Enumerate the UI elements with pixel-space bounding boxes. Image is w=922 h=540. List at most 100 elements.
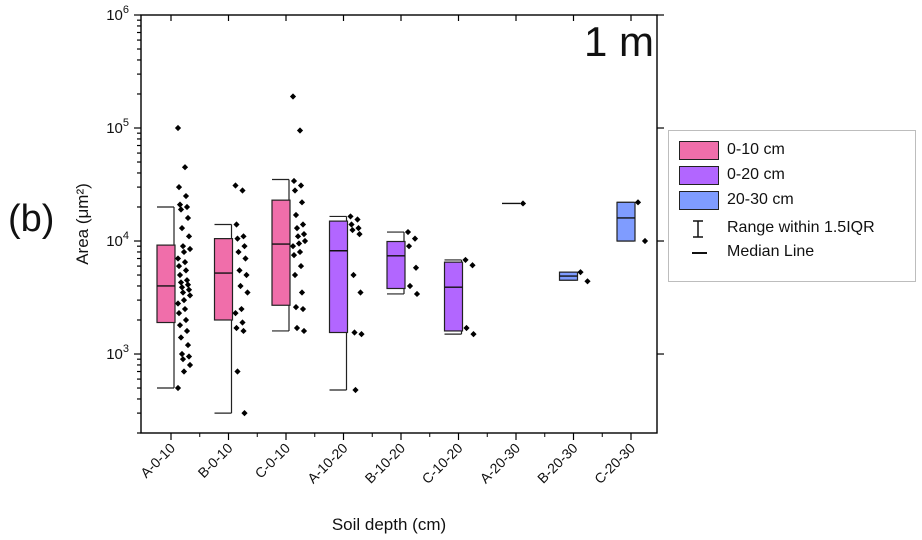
panel-label: (b) — [8, 198, 55, 240]
box-body — [271, 199, 291, 306]
data-point — [296, 248, 304, 256]
data-point — [183, 277, 191, 284]
data-point — [300, 231, 308, 238]
data-point — [243, 271, 250, 279]
data-point — [236, 267, 243, 274]
data-point — [242, 255, 249, 262]
y-tick-exponent: 4 — [123, 230, 129, 242]
data-point — [174, 300, 182, 307]
data-point — [175, 262, 183, 270]
y-tick-base: 10 — [106, 7, 123, 24]
data-point — [357, 289, 364, 296]
y-tick-base: 10 — [106, 346, 123, 363]
data-point — [290, 252, 298, 259]
data-point — [291, 271, 299, 279]
x-tick-label: C-0-10 — [252, 440, 294, 482]
data-point — [405, 243, 413, 250]
x-tick-label: A-20-30 — [477, 440, 524, 487]
data-point — [178, 284, 186, 291]
box-body — [443, 261, 464, 332]
data-point — [186, 245, 194, 253]
data-point — [232, 310, 239, 317]
legend-label: 0-10 cm — [727, 141, 785, 158]
data-point — [180, 296, 188, 304]
data-point — [301, 237, 309, 245]
data-point — [182, 316, 190, 324]
scale-label: 1 m — [584, 18, 655, 65]
y-tick-exponent: 3 — [123, 343, 129, 355]
data-point — [406, 282, 414, 290]
data-point — [411, 235, 419, 242]
data-point — [241, 410, 248, 417]
data-point — [349, 226, 356, 234]
data-point — [298, 199, 306, 206]
data-point — [347, 213, 354, 220]
data-point — [300, 327, 308, 335]
data-point — [356, 231, 363, 238]
data-point — [240, 233, 247, 240]
data-point — [238, 305, 245, 313]
data-point — [463, 324, 470, 332]
data-point — [239, 319, 246, 326]
data-point — [181, 259, 189, 266]
data-point — [185, 353, 193, 360]
data-point — [577, 269, 584, 276]
data-point — [293, 225, 301, 232]
data-point — [241, 243, 248, 250]
legend-label: Median Line — [727, 243, 815, 260]
data-point — [294, 233, 302, 240]
data-point — [183, 327, 191, 335]
data-point — [289, 93, 297, 100]
data-point — [178, 350, 186, 358]
data-point — [299, 305, 307, 313]
data-point — [174, 124, 182, 132]
data-point — [174, 255, 182, 262]
data-point — [182, 192, 190, 200]
y-tick-label: 104 — [106, 230, 129, 250]
data-point — [177, 206, 185, 213]
data-point — [297, 262, 305, 270]
data-point — [174, 384, 182, 392]
data-point — [292, 304, 300, 311]
data-point — [234, 235, 241, 242]
data-point — [175, 310, 183, 317]
y-axis-label: Area (μm²) — [73, 183, 92, 265]
legend-median-line-icon — [692, 252, 707, 254]
legend-label: 0-20 cm — [727, 166, 785, 183]
data-point — [291, 187, 299, 194]
data-point — [299, 221, 307, 228]
data-point — [240, 327, 247, 335]
x-tick-label: A-0-10 — [137, 440, 178, 481]
data-point — [296, 127, 304, 134]
y-tick-label: 106 — [106, 4, 129, 24]
y-tick-exponent: 6 — [123, 4, 129, 16]
data-point — [412, 264, 420, 271]
legend-range-icon — [693, 220, 703, 238]
data-point — [184, 341, 192, 349]
y-tick-label: 105 — [106, 117, 129, 137]
box-body — [213, 238, 234, 321]
plot-area-frame — [140, 14, 658, 434]
legend-swatch — [679, 141, 719, 160]
data-point — [180, 368, 188, 375]
box-body — [156, 244, 176, 324]
data-point — [470, 331, 477, 338]
data-point — [634, 199, 642, 206]
data-point — [292, 211, 300, 219]
data-point — [233, 221, 240, 228]
data-point — [297, 182, 305, 189]
data-point — [462, 256, 469, 264]
x-tick-label: B-0-10 — [195, 440, 236, 481]
data-point — [519, 200, 527, 207]
data-point — [404, 228, 412, 236]
data-point — [358, 331, 365, 338]
data-point — [348, 221, 355, 228]
data-point — [239, 187, 246, 194]
data-point — [182, 267, 190, 274]
data-point — [178, 225, 186, 232]
legend: 0-10 cm 0-20 cm 20-30 cm Range within 1.5IQ… — [668, 130, 916, 282]
data-point — [181, 164, 189, 171]
data-point — [244, 289, 251, 296]
data-point — [184, 281, 192, 288]
